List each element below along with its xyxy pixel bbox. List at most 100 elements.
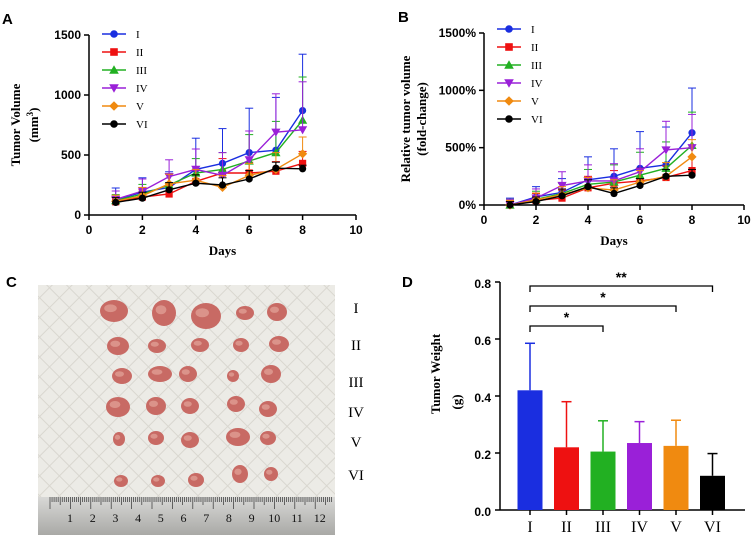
y-axis-label: Relative tumor volume: [398, 55, 413, 182]
data-point: [558, 192, 566, 200]
tumor-highlight: [229, 399, 238, 405]
ruler-number: 1: [67, 511, 73, 525]
chart-b-relative-volume: 0 2 4 6 8 10 0% 500% 1000% 1500% Days Relative tumo…: [398, 24, 751, 248]
series-line: [115, 167, 303, 204]
panel-letter-a: A: [2, 11, 13, 28]
tumor-highlight: [104, 304, 117, 313]
x-tick-label: 0: [481, 213, 488, 227]
photo-row-label: II: [351, 338, 361, 354]
ruler: [38, 497, 335, 535]
ruler-number: 12: [314, 511, 326, 525]
unit-exponent: 3: [25, 111, 35, 116]
y-axis-unit: (g): [449, 394, 464, 409]
unit-close: ): [26, 108, 41, 112]
ruler-number: 3: [112, 511, 118, 525]
panel-letter-b: B: [398, 9, 409, 26]
data-point: [299, 159, 307, 167]
data-point: [298, 126, 308, 135]
legend-label: II: [136, 47, 144, 59]
series-line: [115, 129, 303, 201]
tumor-highlight: [228, 372, 235, 377]
data-point: [636, 181, 644, 190]
tumor-highlight: [150, 433, 158, 439]
legend-marker: [505, 115, 513, 123]
chart-a-tumor-volume: 0 2 4 6 8 10 0 500 1000 1500 Days Tumor Volume (mm3)…: [8, 28, 363, 258]
y-tick-label: 0.6: [474, 334, 491, 348]
data-point: [299, 165, 307, 173]
photo-row-label: IV: [348, 405, 364, 421]
photo-row-label: III: [349, 375, 364, 391]
x-tick-label: 4: [585, 213, 592, 227]
ruler-number: 11: [291, 511, 303, 525]
tumor-highlight: [266, 469, 273, 475]
significance-label: *: [564, 309, 570, 325]
legend-label: IV: [136, 83, 148, 95]
y-axis-label-2: (fold-change): [414, 82, 429, 156]
y-axis-label: Tumor Weight: [428, 333, 443, 414]
data-point: [298, 149, 308, 159]
bar-IV: [627, 443, 652, 510]
data-point: [506, 201, 514, 209]
legend-label: VI: [136, 119, 148, 131]
data-point: [245, 175, 253, 183]
data-point: [271, 128, 281, 137]
data-point: [244, 156, 254, 165]
x-tick-label: IV: [631, 519, 648, 536]
legend-label: VI: [531, 114, 543, 126]
ruler-number: 7: [203, 511, 209, 525]
photo-row-label: V: [351, 435, 362, 451]
tumor-highlight: [149, 400, 158, 407]
photo-row-label: VI: [348, 468, 364, 484]
data-point: [688, 171, 696, 179]
x-tick-label: II: [561, 519, 572, 536]
y-tick-label: 0.4: [474, 391, 491, 405]
x-tick-label: 8: [689, 213, 696, 227]
series-III: [111, 76, 308, 205]
data-point: [610, 189, 618, 198]
series-line: [115, 119, 304, 202]
data-point: [165, 186, 173, 194]
x-tick-label: 10: [737, 213, 751, 227]
tumor-highlight: [272, 339, 281, 345]
legend-label: II: [531, 42, 539, 54]
tumor-highlight: [115, 371, 124, 377]
series-VI: [111, 161, 307, 206]
x-tick-label: 4: [192, 223, 199, 237]
bar-II: [554, 447, 579, 510]
legend-label: V: [531, 96, 539, 108]
tumor-highlight: [270, 306, 279, 313]
tumor-highlight: [183, 435, 192, 441]
tumor-highlight: [262, 433, 270, 439]
data-point: [532, 197, 540, 206]
legend-marker: [504, 96, 514, 106]
legend-marker: [110, 48, 118, 56]
legend-label: V: [136, 101, 144, 113]
ruler-number: 8: [226, 511, 232, 525]
legend-marker: [110, 30, 118, 38]
unit-base: (mm: [26, 116, 41, 142]
legend-marker: [109, 101, 119, 111]
tumor-highlight: [193, 340, 202, 346]
x-tick-label: 2: [139, 223, 146, 237]
bar-VI: [700, 475, 725, 510]
tumor-highlight: [181, 369, 190, 375]
series-line: [509, 174, 693, 206]
tumor-highlight: [155, 305, 167, 315]
data-point: [192, 179, 200, 187]
tumor-highlight: [151, 369, 163, 375]
tumor-highlight: [109, 401, 121, 408]
legend-marker: [110, 120, 118, 128]
bar-III: [590, 451, 616, 510]
y-tick-label: 0.0: [474, 505, 491, 519]
y-tick-label: 0: [74, 208, 81, 222]
tumor-highlight: [153, 477, 160, 482]
tumor-highlight: [264, 368, 273, 375]
legend-label: III: [531, 60, 542, 72]
y-tick-label: 1500%: [439, 26, 477, 40]
tumor-highlight: [195, 308, 209, 318]
x-tick-label: 6: [637, 213, 644, 227]
tumor-highlight: [116, 477, 123, 482]
data-point: [272, 164, 280, 172]
data-point: [662, 172, 670, 180]
tumor-highlight: [238, 308, 247, 314]
